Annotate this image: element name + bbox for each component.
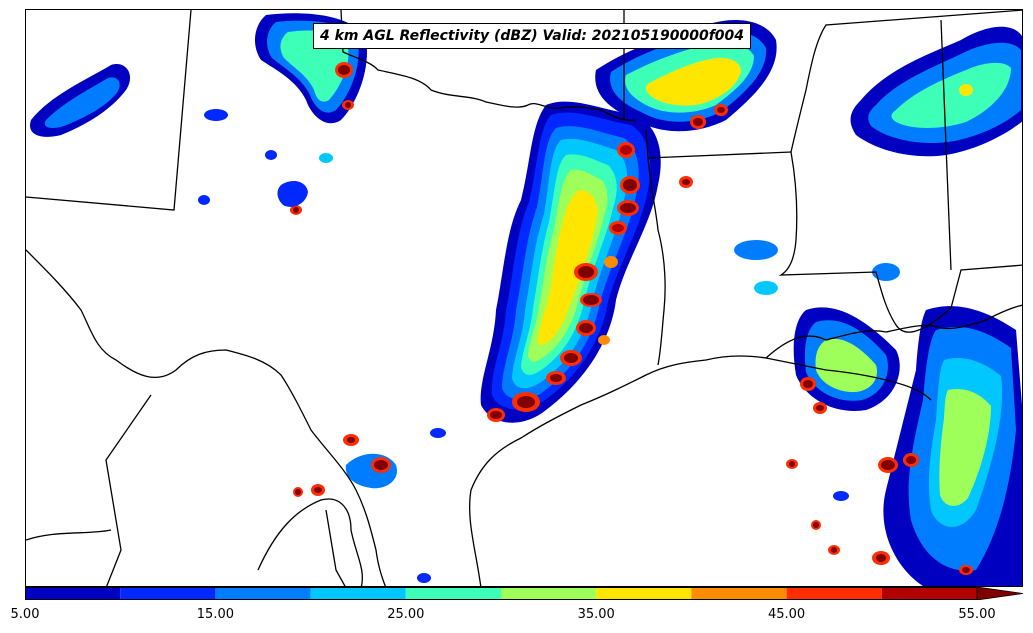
- reflectivity-echoes: [30, 13, 1022, 586]
- colorbar-bin-4: [405, 587, 501, 600]
- colorbar: [25, 587, 1024, 600]
- colorbar-tick-label: 5.00: [10, 607, 40, 622]
- map-panel: 4 km AGL Reflectivity (dBZ) Valid: 20210…: [25, 9, 1023, 587]
- colorbar-tick-label: 35.00: [577, 607, 615, 622]
- map-title: 4 km AGL Reflectivity (dBZ) Valid: 20210…: [313, 23, 752, 49]
- colorbar-bin-0: [25, 587, 121, 600]
- colorbar-bin-9: [881, 587, 977, 600]
- colorbar-bin-3: [310, 587, 406, 600]
- state-boundaries: [26, 10, 1022, 586]
- colorbar-bin-7: [691, 587, 787, 600]
- west-texas-echo: [345, 453, 397, 489]
- colorbar-bin-5: [501, 587, 597, 600]
- colorbar-bin-2: [215, 587, 311, 600]
- colorbar-tick-label: 25.00: [387, 607, 425, 622]
- colorbar-bin-6: [596, 587, 692, 600]
- colorbar-bin-1: [120, 587, 216, 600]
- colorbar-extend-arrow: [976, 587, 1024, 600]
- reflectivity-map: [26, 10, 1022, 586]
- colorbar-tick-label: 45.00: [767, 607, 806, 622]
- convective-cells: [487, 142, 640, 422]
- colorbar-tick-label: 55.00: [958, 607, 996, 622]
- colorbar-tick-label: 15.00: [196, 607, 234, 622]
- colorbar-bin-8: [786, 587, 882, 600]
- colorbar-outline: [25, 587, 978, 600]
